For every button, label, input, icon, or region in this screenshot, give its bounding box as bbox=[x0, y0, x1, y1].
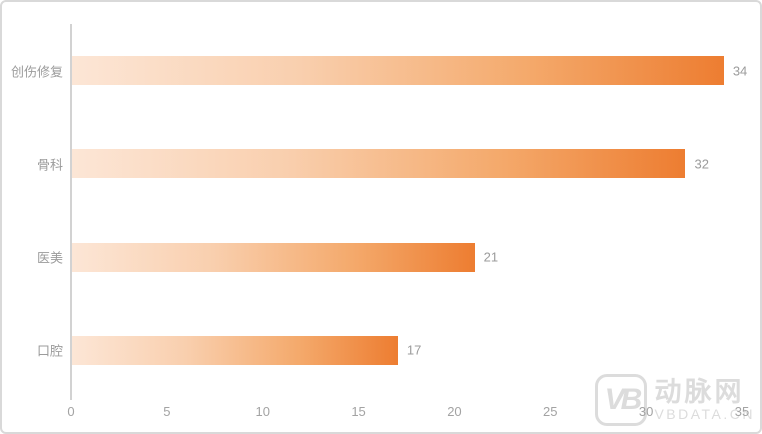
x-tick-label: 5 bbox=[163, 404, 171, 419]
vb-logo-icon: VB bbox=[595, 374, 648, 426]
value-label: 17 bbox=[406, 342, 422, 358]
value-label: 34 bbox=[732, 63, 748, 79]
bar bbox=[72, 149, 686, 179]
x-tick-label: 25 bbox=[543, 404, 558, 419]
category-label: 医美 bbox=[36, 250, 63, 266]
vb-logo-text: VB bbox=[604, 383, 643, 416]
category-label: 创伤修复 bbox=[10, 64, 63, 80]
watermark: VB 动脉网 VBDATA.CN bbox=[595, 374, 755, 426]
x-tick-label: 30 bbox=[638, 404, 654, 419]
category-label: 口腔 bbox=[36, 343, 63, 359]
value-label: 32 bbox=[694, 156, 709, 172]
y-axis-line bbox=[70, 24, 72, 400]
x-tick-label: 15 bbox=[351, 404, 366, 419]
category-label: 骨科 bbox=[36, 157, 63, 173]
value-label: 21 bbox=[483, 249, 499, 265]
bar-row: 骨科 32 bbox=[2, 149, 760, 179]
bar bbox=[72, 242, 475, 272]
watermark-text: 动脉网 VBDATA.CN bbox=[654, 378, 755, 421]
bar-row: 口腔 17 bbox=[2, 335, 760, 365]
bar-row: 医美 21 bbox=[2, 242, 760, 272]
watermark-site: VBDATA.CN bbox=[654, 405, 755, 422]
x-tick-label: 0 bbox=[67, 404, 75, 419]
watermark-brand: 动脉网 bbox=[654, 377, 745, 408]
bar bbox=[72, 335, 398, 365]
x-tick-label: 20 bbox=[447, 404, 462, 419]
x-tick-label: 10 bbox=[255, 404, 270, 419]
x-tick-label: 35 bbox=[734, 404, 750, 419]
bar bbox=[72, 56, 724, 86]
bar-row: 创伤修复 34 bbox=[2, 56, 760, 86]
